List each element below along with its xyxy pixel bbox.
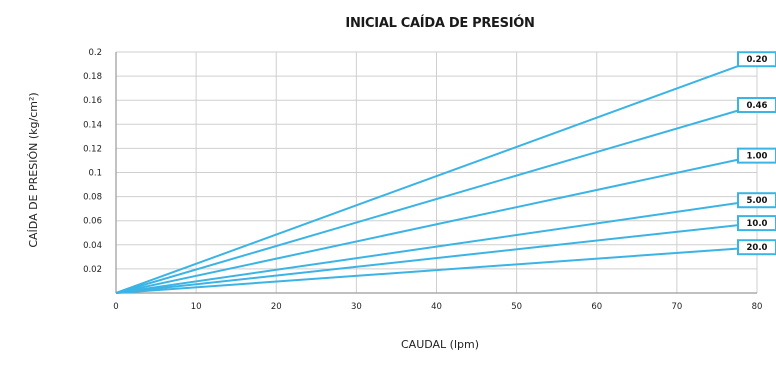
x-tick-label: 20 [271, 302, 282, 312]
series-line-1 [115, 104, 758, 294]
series-label-1: 0.46 [737, 97, 776, 114]
chart-title: INICIAL CAÍDA DE PRESIÓN [345, 15, 534, 31]
y-tick-label: 0.2 [88, 48, 102, 58]
series-label-box [737, 192, 776, 209]
y-tick-label: 0.1 [88, 169, 102, 179]
x-axis-label: CAUDAL (lpm) [401, 338, 479, 351]
x-tick-label: 50 [511, 302, 522, 312]
y-tick-label: 0.14 [83, 120, 102, 130]
y-tick-label: 0.06 [83, 217, 102, 227]
series-line-2 [115, 154, 758, 294]
series-label-box [737, 215, 776, 232]
series-label-text: 0.20 [747, 55, 768, 65]
series-line-0 [115, 58, 758, 294]
series-label-0: 0.20 [737, 51, 776, 68]
y-tick-label: 0.04 [83, 241, 102, 251]
y-axis-label: CAÍDA DE PRESIÓN (kg/cm²) [27, 92, 40, 247]
x-tick-label: 60 [591, 302, 602, 312]
series-label-box [737, 51, 776, 68]
series-label-box [737, 97, 776, 114]
series-label-3: 5.00 [737, 192, 776, 209]
series-line-4 [115, 222, 758, 294]
x-tick-label: 70 [671, 302, 682, 312]
series-label-4: 10.0 [737, 215, 776, 232]
y-tick-label: 0.16 [83, 96, 102, 106]
y-tick-label: 0.18 [83, 72, 102, 82]
x-tick-label: 30 [351, 302, 362, 312]
series-label-text: 10.0 [747, 219, 768, 229]
series-label-box [737, 147, 776, 164]
series-label-text: 20.0 [747, 243, 768, 253]
series-label-box [737, 239, 776, 256]
series-label-text: 5.00 [747, 196, 768, 206]
series-label-2: 1.00 [737, 147, 776, 164]
series-labels: 0.20 0.46 1.00 5.00 10.0 20.0 [737, 51, 776, 256]
x-tick-label: 80 [752, 302, 763, 312]
x-tick-label: 0 [113, 302, 118, 312]
series-line-5 [115, 246, 758, 294]
series-line-3 [115, 199, 758, 294]
series-label-text: 0.46 [747, 101, 768, 111]
y-tick-label: 0.08 [83, 193, 102, 203]
y-tick-label: 0.12 [83, 144, 102, 154]
series-label-text: 1.00 [747, 152, 768, 162]
y-tick-label: 0.02 [83, 265, 102, 275]
x-tick-label: 40 [431, 302, 442, 312]
axis-ticks: 0.02 0.04 0.06 0.08 0.1 0.12 0.14 0.16 0.18 0.2 0 1… [83, 48, 762, 312]
x-tick-label: 10 [191, 302, 202, 312]
series-label-5: 20.0 [737, 239, 776, 256]
grid [115, 51, 758, 294]
series-lines [115, 58, 758, 294]
